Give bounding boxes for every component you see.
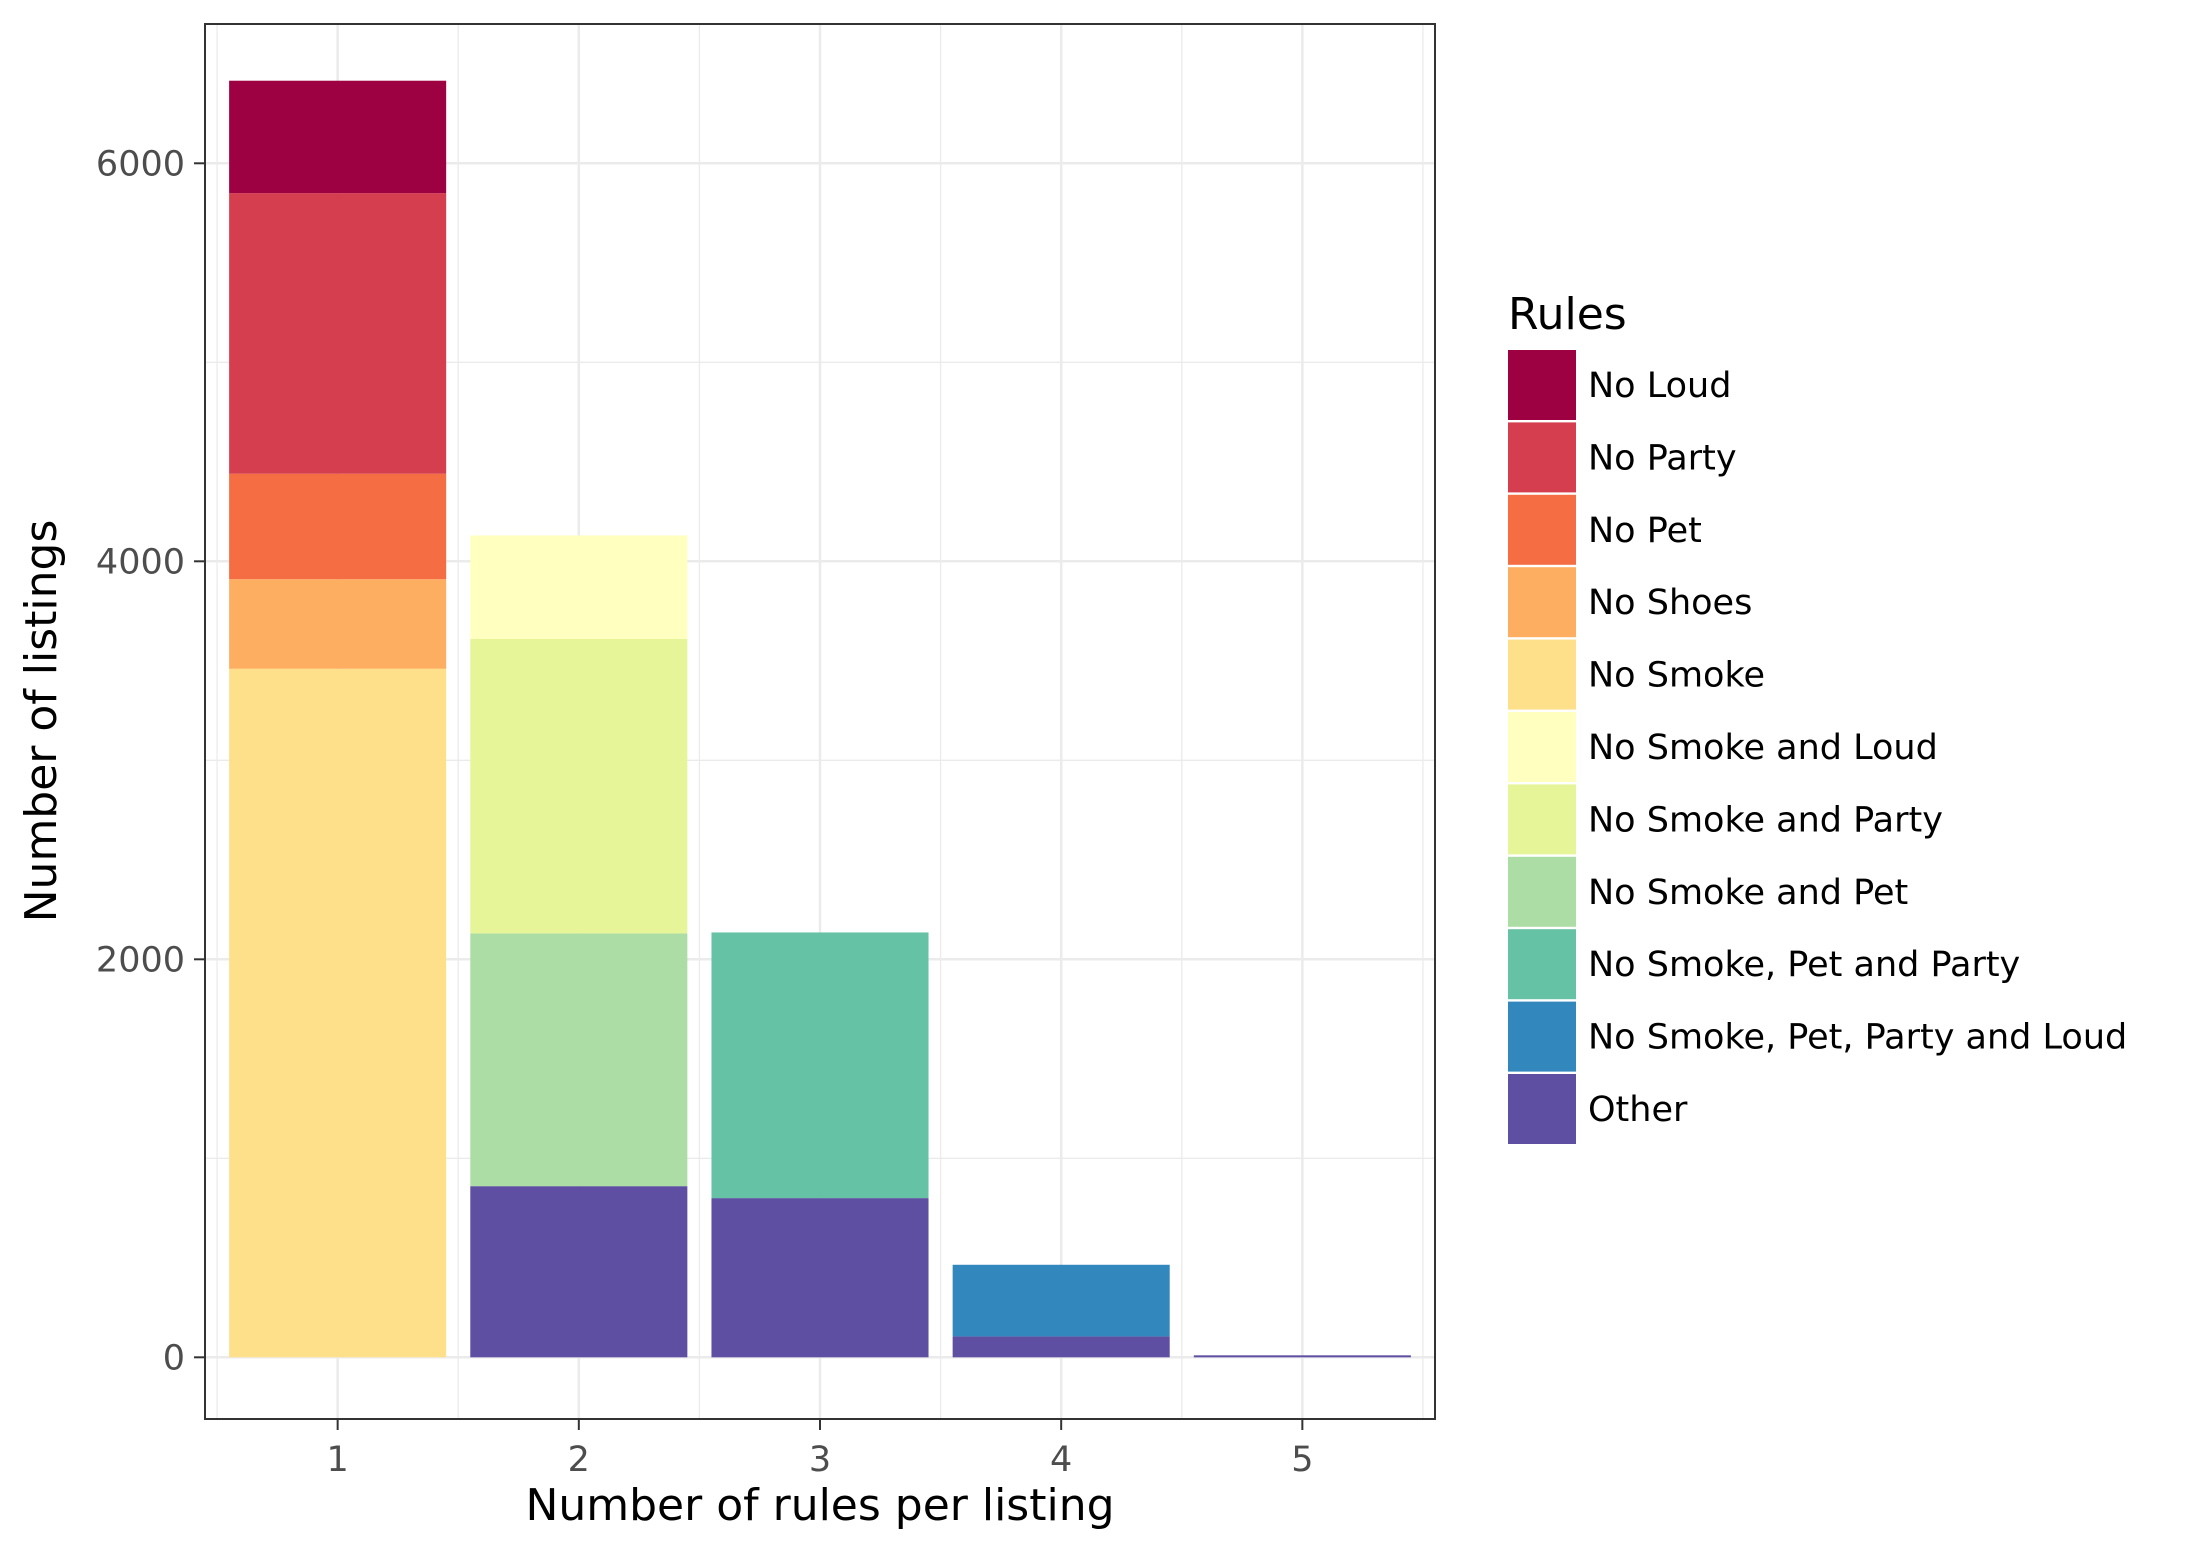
- bar-segment: [229, 80, 447, 194]
- bars: [229, 80, 1411, 1358]
- legend-label: No Smoke, Pet, Party and Loud: [1588, 1018, 2127, 1058]
- bar-segment: [952, 1336, 1170, 1358]
- y-tick-label: 6000: [96, 144, 185, 184]
- bar-segment: [229, 668, 447, 1358]
- legend-label: No Pet: [1588, 511, 1702, 551]
- bar-segment: [229, 579, 447, 669]
- legend-key: [1508, 639, 1576, 710]
- x-tick-label: 3: [809, 1440, 831, 1480]
- legend-key: [1508, 1074, 1576, 1144]
- y-tick-label: 2000: [96, 940, 185, 980]
- x-axis-title: Number of rules per listing: [525, 1480, 1114, 1531]
- legend: Rules No Loud No Party No Pet No Shoes No Sm…: [1508, 289, 2127, 1144]
- x-tick-label: 5: [1291, 1440, 1313, 1480]
- legend-key: [1508, 350, 1576, 420]
- bar-segment: [711, 1198, 929, 1358]
- legend-label: No Smoke, Pet and Party: [1588, 945, 2020, 985]
- bar-segment: [952, 1264, 1170, 1337]
- legend-label: No Smoke and Party: [1588, 800, 1943, 840]
- legend-key: [1508, 1001, 1576, 1072]
- legend-key: [1508, 784, 1576, 855]
- legend-key: [1508, 856, 1576, 927]
- bar-segment: [229, 473, 447, 580]
- legend-key: [1508, 422, 1576, 493]
- bar-segment: [470, 933, 688, 1187]
- bar-segment: [1193, 1355, 1411, 1358]
- bar-segment: [711, 932, 929, 1199]
- legend-label: Other: [1588, 1090, 1688, 1130]
- legend-key: [1508, 929, 1576, 1000]
- bar-segment: [470, 535, 688, 639]
- legend-label: No Smoke and Pet: [1588, 873, 1908, 913]
- legend-label: No Shoes: [1588, 583, 1752, 623]
- legend-label: No Party: [1588, 438, 1737, 478]
- y-tick-label: 4000: [96, 542, 185, 582]
- axes: 0 2000 4000 6000 1 2 3 4 5: [96, 144, 1314, 1480]
- bar-segment: [470, 638, 688, 934]
- x-tick-label: 4: [1050, 1440, 1072, 1480]
- bar-segment: [470, 1186, 688, 1358]
- legend-label: No Smoke: [1588, 656, 1765, 696]
- x-tick-label: 2: [568, 1440, 590, 1480]
- y-tick-label: 0: [163, 1338, 185, 1378]
- legend-key: [1508, 494, 1576, 565]
- legend-key: [1508, 567, 1576, 638]
- legend-label: No Smoke and Loud: [1588, 728, 1938, 768]
- legend-key: [1508, 712, 1576, 782]
- legend-label: No Loud: [1588, 366, 1731, 406]
- bar-segment: [229, 193, 447, 474]
- x-tick-label: 1: [327, 1440, 349, 1480]
- legend-title: Rules: [1508, 289, 1627, 340]
- y-axis-title: Number of listings: [16, 520, 67, 923]
